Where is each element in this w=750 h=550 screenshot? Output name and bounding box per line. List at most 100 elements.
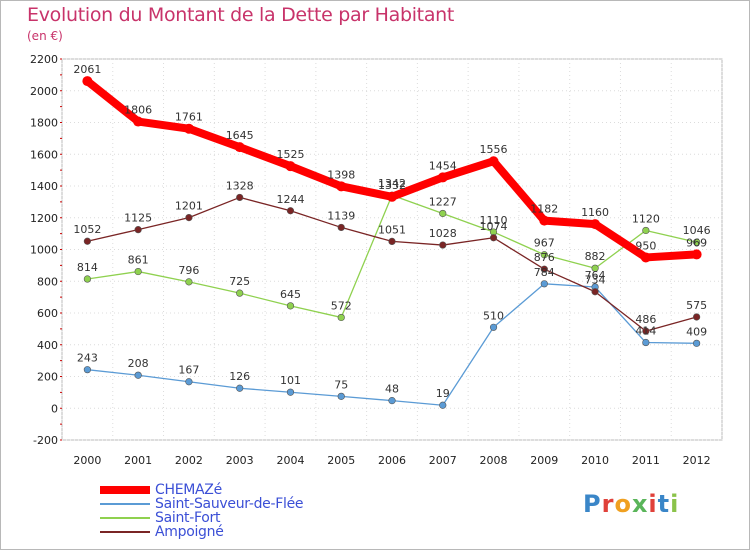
- legend-label: Saint-Sauveur-de-Flée: [155, 496, 304, 512]
- x-tick-label: 2006: [378, 454, 406, 467]
- data-label: 1645: [226, 129, 254, 142]
- x-tick-label: 2003: [226, 454, 254, 467]
- legend-label: Saint-Fort: [155, 510, 221, 526]
- data-label: 1182: [530, 203, 558, 216]
- x-tick-label: 2002: [175, 454, 203, 467]
- legend-label: Ampoigné: [155, 524, 224, 540]
- data-label: 1120: [632, 212, 660, 225]
- data-label: 1201: [175, 200, 203, 213]
- x-tick-label: 2010: [581, 454, 609, 467]
- data-label: 734: [585, 274, 606, 287]
- data-label: 1398: [327, 168, 355, 181]
- data-point: [337, 313, 345, 322]
- proxiti-logo: Proxiti: [583, 490, 679, 518]
- data-label: 1110: [480, 214, 508, 227]
- data-label: 882: [585, 250, 606, 263]
- logo-letter: r: [601, 490, 615, 518]
- y-tick-label: 1800: [30, 117, 58, 130]
- data-point: [285, 161, 296, 172]
- data-label: 1028: [429, 227, 457, 240]
- x-tick-label: 2005: [327, 454, 355, 467]
- data-label: 1227: [429, 195, 457, 208]
- data-point: [642, 338, 650, 347]
- data-point: [286, 207, 295, 215]
- data-label: 1051: [378, 223, 406, 236]
- y-tick-label: 400: [37, 339, 58, 352]
- x-tick-label: 2004: [276, 454, 304, 467]
- x-tick-label: 2012: [683, 454, 711, 467]
- y-tick-label: 200: [37, 371, 58, 384]
- x-tick-label: 2007: [429, 454, 457, 467]
- legend-swatch: [100, 486, 150, 494]
- data-point: [134, 226, 142, 234]
- data-point: [388, 237, 396, 246]
- data-point: [439, 241, 447, 249]
- y-tick-label: 0: [51, 402, 58, 415]
- data-point: [337, 392, 345, 400]
- data-point: [693, 339, 701, 347]
- data-point: [642, 226, 650, 235]
- data-label: 876: [534, 251, 555, 264]
- data-point: [439, 401, 447, 409]
- data-label: 1125: [124, 212, 152, 225]
- data-label: 1454: [429, 159, 457, 172]
- y-tick-label: 1600: [30, 148, 58, 161]
- data-label: 725: [229, 275, 250, 288]
- axes: -200 0 200 400 600 800 1000 1200 1400 1600 1800 200…: [30, 53, 711, 467]
- logo-letter: t: [657, 490, 671, 518]
- data-point: [540, 280, 548, 288]
- data-label: 486: [635, 313, 656, 326]
- data-label: 167: [178, 364, 199, 377]
- data-point: [133, 116, 144, 127]
- data-label: 1556: [480, 143, 508, 156]
- data-label: 1052: [73, 223, 101, 236]
- data-point: [236, 289, 244, 297]
- data-point: [437, 172, 448, 183]
- data-point: [336, 181, 347, 192]
- data-label: 796: [178, 264, 199, 277]
- data-label: 967: [534, 237, 555, 250]
- data-point: [83, 275, 91, 283]
- y-tick-label: 1400: [30, 180, 58, 193]
- data-point: [640, 252, 651, 263]
- data-point: [388, 397, 396, 405]
- data-label: 784: [534, 266, 555, 279]
- data-point: [83, 237, 91, 245]
- logo-letter: i: [670, 490, 680, 518]
- data-label: 861: [128, 254, 149, 267]
- series-2: [83, 280, 701, 409]
- data-labels: 243 208 167 126 101 75 48 19 510 784 764 414 409 814 8…: [73, 63, 710, 400]
- data-label: 48: [385, 383, 399, 396]
- data-label: 1342: [378, 177, 406, 190]
- data-label: 1139: [327, 209, 355, 222]
- chart-unit: (en €): [27, 29, 63, 43]
- data-point: [489, 234, 498, 242]
- data-label: 1328: [226, 179, 254, 192]
- x-tick-label: 2009: [530, 454, 558, 467]
- data-point: [236, 384, 244, 392]
- legend-swatch: [100, 517, 150, 519]
- data-label: 950: [635, 239, 656, 252]
- y-tick-label: -200: [33, 434, 58, 447]
- data-label: 1160: [581, 206, 609, 219]
- data-point: [540, 265, 548, 273]
- data-label: 1244: [276, 193, 304, 206]
- data-point: [591, 264, 599, 272]
- data-point: [185, 278, 193, 286]
- data-point: [134, 267, 142, 276]
- series-lines: [82, 76, 702, 409]
- data-point: [234, 142, 245, 153]
- y-tick-label: 1200: [30, 212, 58, 225]
- y-tick-label: 600: [37, 307, 58, 320]
- data-point: [693, 238, 701, 246]
- data-label: 1761: [175, 111, 203, 124]
- data-point: [82, 76, 93, 87]
- data-label: 243: [77, 352, 98, 365]
- logo-letter: P: [583, 490, 602, 518]
- series-1: [82, 76, 702, 263]
- data-label: 208: [128, 357, 149, 370]
- data-label: 814: [77, 261, 98, 274]
- data-point: [693, 313, 701, 321]
- data-point: [488, 156, 499, 167]
